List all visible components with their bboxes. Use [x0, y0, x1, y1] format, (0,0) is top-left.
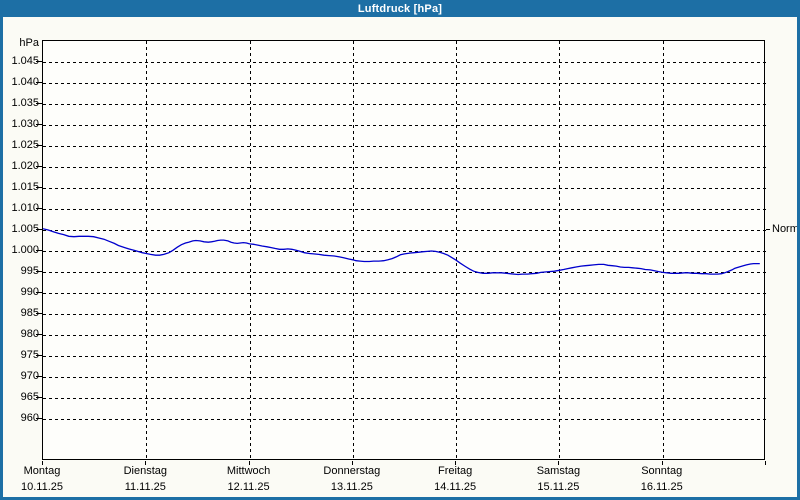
pressure-line-chart — [43, 41, 766, 461]
y-tick-label: 1.040 — [11, 76, 39, 88]
y-tick-mark — [36, 334, 42, 335]
x-tick-mark — [558, 461, 559, 465]
y-axis-unit-label: hPa — [19, 37, 39, 49]
x-date-label: 15.11.25 — [537, 481, 580, 493]
y-tick-mark — [36, 103, 42, 104]
y-tick-label: 990 — [20, 286, 39, 298]
x-day-label: Mittwoch — [226, 465, 271, 477]
x-tick-mark — [42, 461, 43, 465]
y-tick-label: 1.015 — [11, 181, 39, 193]
y-tick-mark — [36, 208, 42, 209]
y-tick-mark — [36, 292, 42, 293]
normal-marker-label: Normal — [772, 223, 799, 235]
y-tick-mark — [36, 82, 42, 83]
x-tick-mark — [765, 461, 766, 465]
y-tick-mark — [36, 271, 42, 272]
y-tick-label: 980 — [20, 328, 39, 340]
x-tick-mark — [249, 461, 250, 465]
x-day-label: Donnerstag — [323, 465, 381, 477]
y-tick-mark — [36, 355, 42, 356]
normal-marker-tick — [766, 229, 770, 230]
y-tick-label: 975 — [20, 349, 39, 361]
y-tick-label: 1.035 — [11, 97, 39, 109]
y-tick-mark — [36, 61, 42, 62]
x-tick-mark — [455, 461, 456, 465]
y-tick-label: 1.025 — [11, 139, 39, 151]
y-tick-mark — [36, 229, 42, 230]
y-tick-label: 1.020 — [11, 160, 39, 172]
y-tick-mark — [36, 187, 42, 188]
x-day-label: Dienstag — [123, 465, 167, 477]
x-date-label: 14.11.25 — [434, 481, 477, 493]
y-tick-mark — [36, 166, 42, 167]
y-tick-label: 1.000 — [11, 244, 39, 256]
y-tick-label: 985 — [20, 307, 39, 319]
y-tick-label: 1.045 — [11, 55, 39, 67]
y-tick-label: 1.010 — [11, 202, 39, 214]
y-tick-mark — [36, 250, 42, 251]
y-tick-mark — [36, 397, 42, 398]
plot-area — [42, 40, 766, 461]
x-date-label: 13.11.25 — [330, 481, 373, 493]
y-tick-mark — [36, 376, 42, 377]
y-tick-label: 960 — [20, 412, 39, 424]
x-day-label: Freitag — [438, 465, 473, 477]
y-tick-mark — [36, 124, 42, 125]
x-day-label: Sonntag — [641, 465, 683, 477]
y-tick-mark — [36, 313, 42, 314]
y-tick-label: 970 — [20, 370, 39, 382]
x-date-label: 12.11.25 — [227, 481, 270, 493]
y-tick-label: 1.030 — [11, 118, 39, 130]
x-tick-mark — [145, 461, 146, 465]
y-tick-mark — [36, 418, 42, 419]
x-tick-mark — [662, 461, 663, 465]
x-date-label: 10.11.25 — [20, 481, 64, 493]
window-title: Luftdruck [hPa] — [357, 2, 443, 15]
series-luftdruck — [43, 228, 760, 276]
title-bar: Luftdruck [hPa] — [3, 0, 797, 17]
y-tick-mark — [36, 145, 42, 146]
x-day-label: Samstag — [536, 465, 581, 477]
x-date-label: 11.11.25 — [124, 481, 166, 493]
x-tick-mark — [352, 461, 353, 465]
y-tick-label: 965 — [20, 391, 39, 403]
y-tick-label: 995 — [20, 265, 39, 277]
x-date-label: 16.11.25 — [640, 481, 683, 493]
y-tick-label: 1.005 — [11, 223, 39, 235]
x-day-label: Montag — [23, 465, 61, 477]
